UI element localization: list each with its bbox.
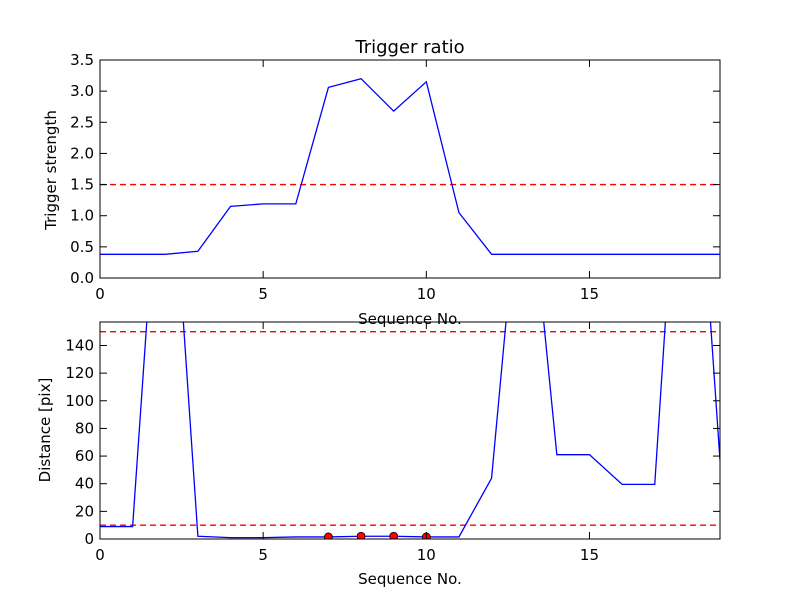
top-y-tick-label: 0.5 bbox=[70, 238, 94, 256]
distance-panel: Sequence No. Distance [pix] 0 5 10 15 0 20 40 6… bbox=[36, 321, 721, 588]
bottom-y-tick-label: 80 bbox=[75, 419, 94, 437]
trigger-ratio-panel: Trigger ratio Sequence No. Trigger stren… bbox=[42, 37, 721, 328]
bottom-y-tick-label: 120 bbox=[65, 364, 94, 382]
top-x-tick-label: 5 bbox=[258, 285, 268, 303]
bottom-y-tick-label: 40 bbox=[75, 475, 94, 493]
bottom-y-tick-label: 20 bbox=[75, 502, 94, 520]
top-y-tick-label: 3.0 bbox=[70, 82, 94, 100]
top-x-axis-label: Sequence No. bbox=[358, 310, 462, 328]
top-axes-frame bbox=[99, 59, 721, 279]
top-x-tick-label: 15 bbox=[580, 285, 599, 303]
bottom-y-tick-label: 60 bbox=[75, 447, 94, 465]
bottom-x-axis-label: Sequence No. bbox=[358, 570, 462, 588]
bottom-y-tick-label: 140 bbox=[65, 336, 94, 354]
top-plot-area bbox=[100, 77, 720, 255]
bottom-marker-point bbox=[356, 531, 366, 539]
bottom-x-tick-label: 10 bbox=[417, 546, 436, 564]
top-y-tick-label: 0.0 bbox=[70, 269, 94, 287]
bottom-y-axis-label: Distance [pix] bbox=[36, 378, 54, 483]
top-series-line-0 bbox=[100, 77, 720, 255]
bottom-marker-point bbox=[324, 532, 333, 539]
bottom-y-tick-label: 100 bbox=[65, 392, 94, 410]
bottom-marker-point bbox=[389, 531, 399, 539]
bottom-series-line-0 bbox=[100, 322, 720, 539]
top-x-tick-label: 10 bbox=[417, 285, 436, 303]
bottom-x-tick-label: 15 bbox=[580, 546, 599, 564]
bottom-x-tick-label: 0 bbox=[95, 546, 105, 564]
top-y-tick-label: 2.0 bbox=[70, 144, 94, 162]
top-y-tick-label: 2.5 bbox=[70, 113, 94, 131]
top-y-tick-label: 1.0 bbox=[70, 207, 94, 225]
top-y-tick-label: 1.5 bbox=[70, 176, 94, 194]
bottom-axes-frame bbox=[99, 321, 721, 540]
bottom-y-tick-label: 0 bbox=[84, 530, 94, 548]
bottom-plot-area bbox=[100, 322, 720, 539]
top-x-tick-label: 0 bbox=[95, 285, 105, 303]
top-chart-title: Trigger ratio bbox=[354, 37, 464, 58]
top-y-axis-label: Trigger strength bbox=[42, 110, 60, 231]
bottom-x-tick-label: 5 bbox=[258, 546, 268, 564]
top-y-tick-label: 3.5 bbox=[70, 51, 94, 69]
